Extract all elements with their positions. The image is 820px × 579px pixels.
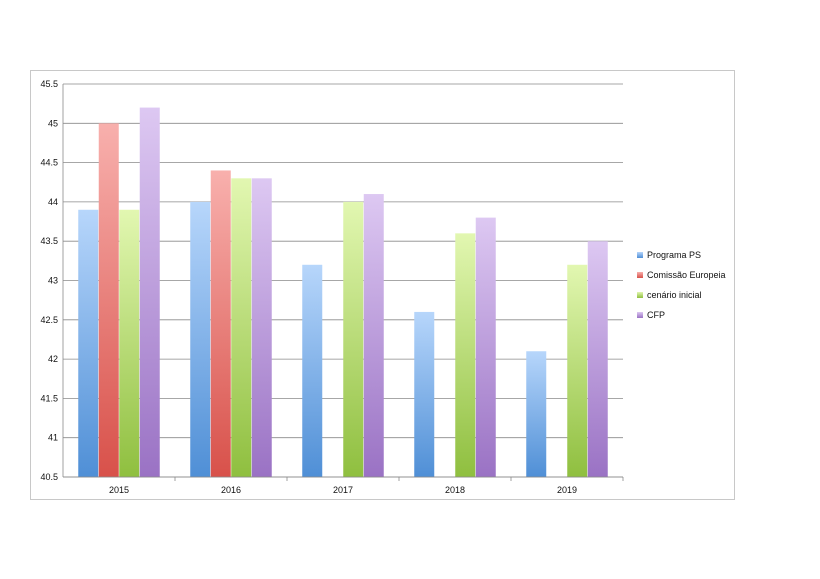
y-tick-label: 44 (48, 197, 58, 207)
y-tick-label: 41.5 (40, 393, 58, 403)
bar (414, 311, 435, 477)
bar (475, 217, 496, 477)
bar (343, 201, 364, 477)
legend: Programa PS Comissão Europeia cenário inic… (637, 250, 726, 320)
legend-swatch (637, 272, 643, 278)
y-tick-label: 42.5 (40, 315, 58, 325)
bar (190, 201, 211, 477)
bar (139, 107, 160, 477)
y-tick-label: 42 (48, 354, 58, 364)
bar (363, 194, 384, 477)
bars (78, 107, 608, 478)
legend-label: Comissão Europeia (647, 270, 726, 280)
bar (78, 209, 99, 477)
chart-frame: 40.5 41 41.5 42 42.5 43 43.5 44 44.5 45 45.5 2015 20… (30, 70, 735, 500)
legend-label: Programa PS (647, 250, 701, 260)
y-tick-label: 43 (48, 276, 58, 286)
legend-swatch (637, 312, 643, 318)
y-tick-label: 40.5 (40, 472, 58, 482)
x-tick-label: 2018 (445, 485, 465, 495)
axes: 40.5 41 41.5 42 42.5 43 43.5 44 44.5 45 45.5 2015 20… (40, 79, 624, 495)
y-tick-label: 44.5 (40, 158, 58, 168)
legend-swatch (637, 292, 643, 298)
legend-label: CFP (647, 310, 665, 320)
bar (98, 123, 119, 478)
bar (231, 178, 252, 477)
bar (302, 264, 323, 477)
y-tick-label: 45 (48, 118, 58, 128)
y-tick-label: 45.5 (40, 79, 58, 89)
bar (567, 264, 588, 477)
x-tick-label: 2017 (333, 485, 353, 495)
bar (251, 178, 272, 477)
legend-label: cenário inicial (647, 290, 702, 300)
x-tick-label: 2019 (557, 485, 577, 495)
bar (119, 209, 140, 477)
x-tick-label: 2016 (221, 485, 241, 495)
y-tick-label: 43.5 (40, 236, 58, 246)
bar (526, 351, 547, 477)
bar (455, 233, 476, 477)
bar-chart: 40.5 41 41.5 42 42.5 43 43.5 44 44.5 45 45.5 2015 20… (40, 79, 726, 495)
x-tick-label: 2015 (109, 485, 129, 495)
y-tick-label: 41 (48, 433, 58, 443)
legend-swatch (637, 252, 643, 258)
bar (587, 241, 608, 477)
bar (210, 170, 231, 477)
